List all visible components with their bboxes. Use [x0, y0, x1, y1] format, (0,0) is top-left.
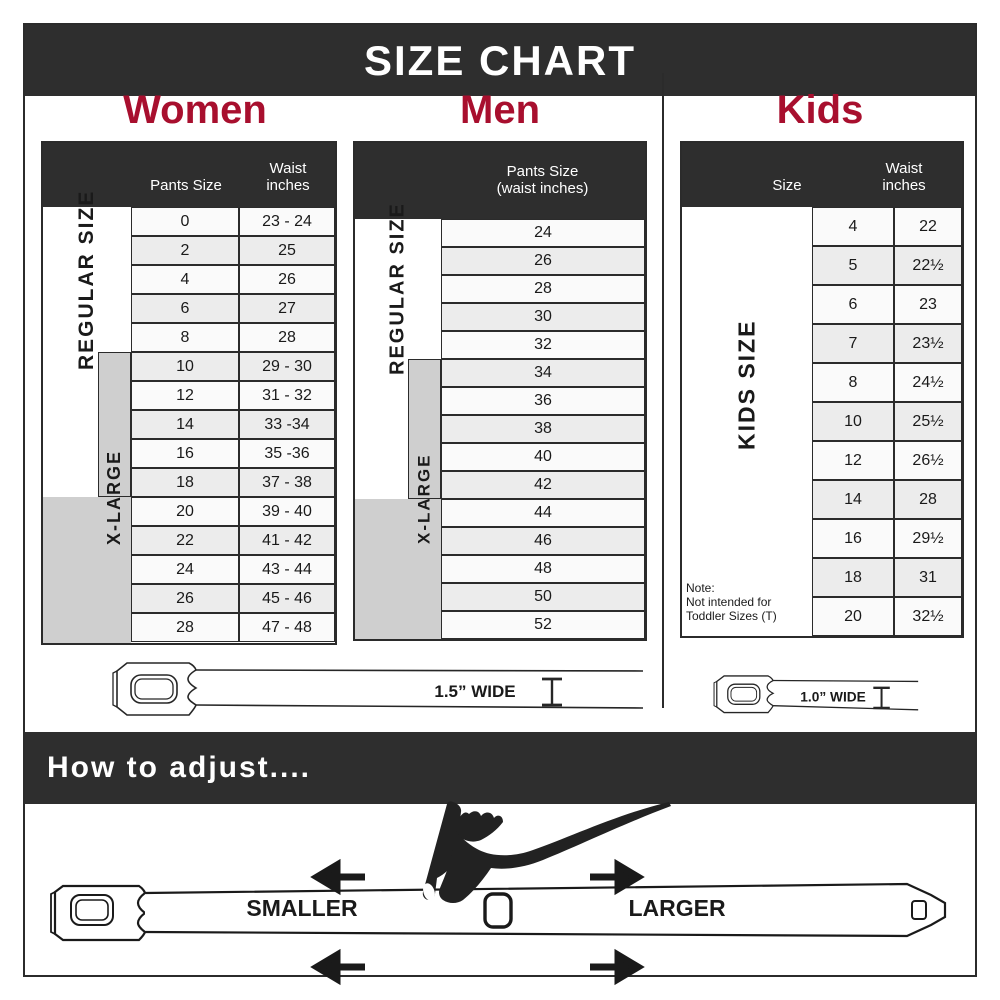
svg-text:1.5” WIDE: 1.5” WIDE — [434, 682, 515, 701]
svg-text:1.0” WIDE: 1.0” WIDE — [800, 690, 866, 705]
